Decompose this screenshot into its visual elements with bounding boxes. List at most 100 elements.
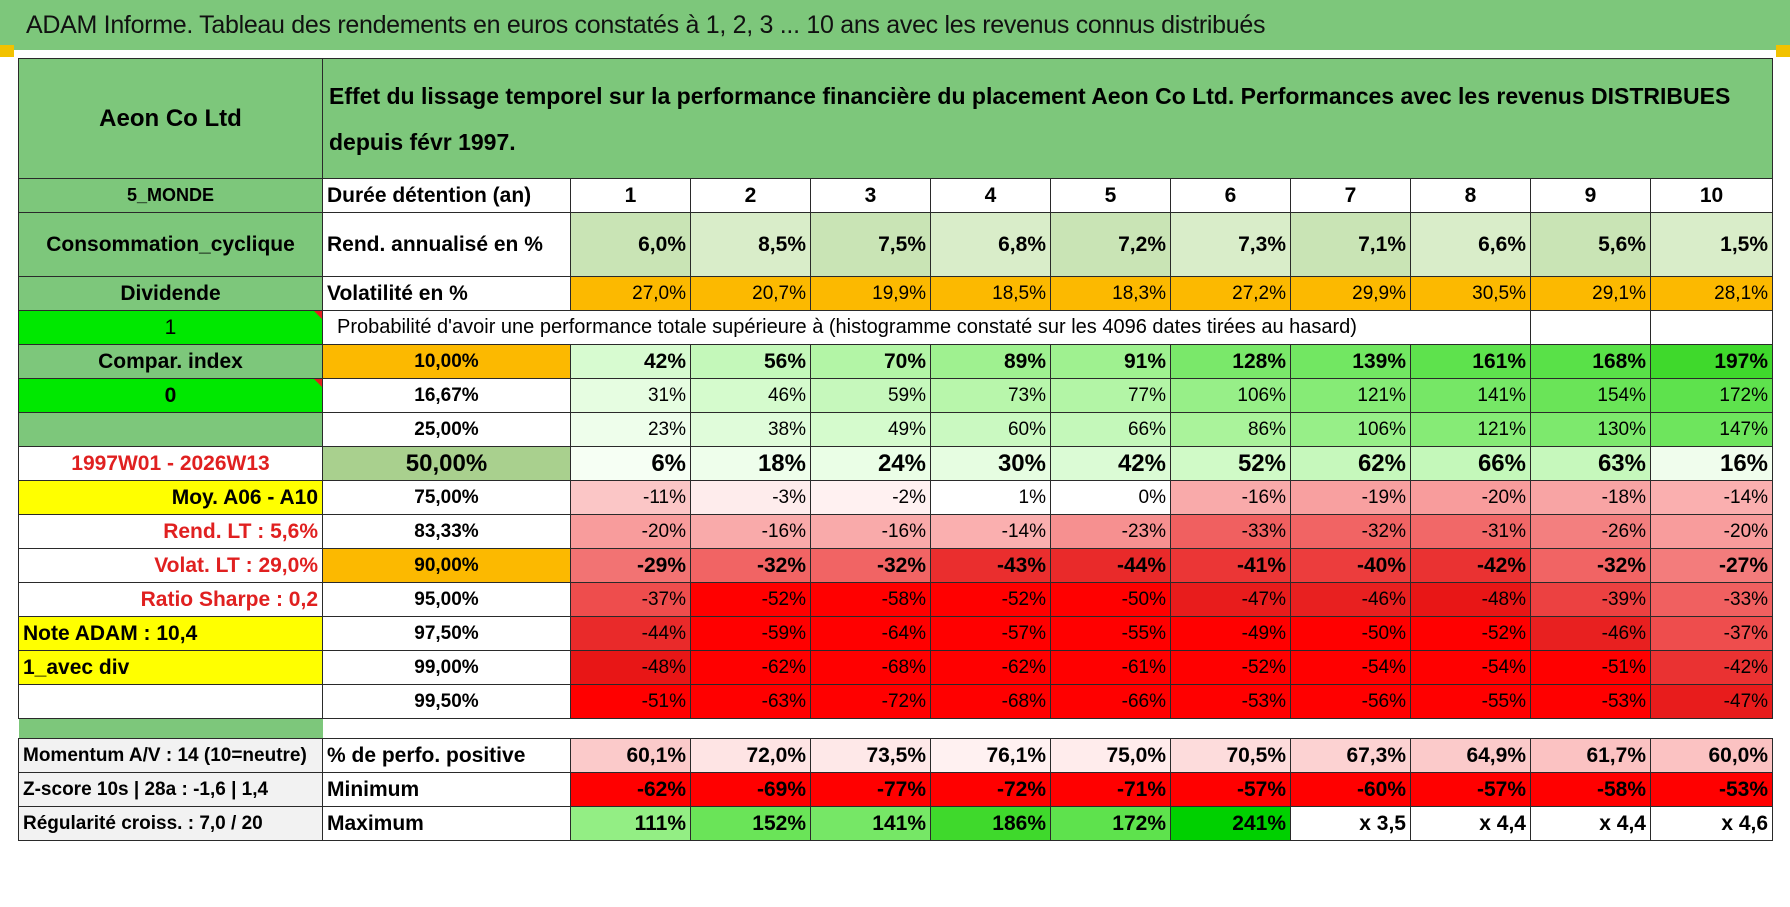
stat-cell: 75,0% [1050,738,1171,773]
probability-cell: -46% [1290,582,1411,617]
probability-cell: 91% [1050,344,1171,379]
threshold-level: 90,00% [322,548,571,583]
duration-label: Durée détention (an) [322,178,571,213]
probability-cell: -49% [1170,616,1291,651]
probability-cell: -33% [1649,582,1774,617]
probability-cell: -62% [930,650,1051,685]
stat-cell: x 4,4 [1530,806,1651,841]
sector-label: Consommation_cyclique [18,212,323,277]
probability-cell: -32% [1290,514,1411,549]
stat-cell: -72% [930,772,1051,807]
dividend-label: Dividende [18,276,323,311]
stat-label: Minimum [322,772,571,807]
threshold-level: 50,00% [322,446,571,481]
probability-cell: -16% [1170,480,1291,515]
probability-cell: -61% [1050,650,1171,685]
stat-cell: 73,5% [810,738,931,773]
probability-cell: 66% [1050,412,1171,447]
probability-cell: 0% [1050,480,1171,515]
probability-cell: -44% [1050,548,1171,583]
duration-cell: 2 [690,178,811,213]
stat-cell: -71% [1050,772,1171,807]
summary-metric: Régularité croiss. : 7,0 / 20 [18,806,323,841]
probability-cell: -48% [1410,582,1531,617]
probability-cell: 52% [1170,446,1291,481]
stat-cell: -53% [1649,772,1774,807]
probability-cell: -53% [1170,684,1291,719]
volatility-cell: 19,9% [810,276,931,311]
duration-cell: 1 [570,178,691,213]
probability-cell: -14% [930,514,1051,549]
probability-cell: 63% [1530,446,1651,481]
empty-cell [1530,310,1651,345]
probability-cell: 73% [930,378,1051,413]
sharpe-ratio: Ratio Sharpe : 0,2 [18,582,323,617]
probability-cell: 106% [1290,412,1411,447]
stat-cell: -60% [1290,772,1411,807]
probability-cell: -14% [1649,480,1774,515]
probability-cell: -2% [810,480,931,515]
probability-cell: -47% [1649,684,1774,719]
return-cell: 7,3% [1170,212,1291,277]
threshold-level: 99,50% [322,684,571,719]
probability-cell: -39% [1530,582,1651,617]
corner-marker [0,45,14,57]
probability-cell: -16% [690,514,811,549]
probability-cell: -20% [1649,514,1774,549]
return-cell: 7,5% [810,212,931,277]
flag-cell: 0 [18,378,323,413]
probability-cell: 46% [690,378,811,413]
volatility-cell: 30,5% [1410,276,1531,311]
probability-cell: 168% [1530,344,1651,379]
return-cell: 6,8% [930,212,1051,277]
stat-cell: 67,3% [1290,738,1411,773]
probability-cell: 49% [810,412,931,447]
threshold-level: 10,00% [322,344,571,379]
volatility-cell: 27,0% [570,276,691,311]
probability-cell: -46% [1530,616,1651,651]
stat-cell: -57% [1170,772,1291,807]
probability-cell: -43% [930,548,1051,583]
stat-cell: 152% [690,806,811,841]
probability-cell: -55% [1050,616,1171,651]
flag-cell: 1 [18,310,323,345]
stat-cell: 241% [1170,806,1291,841]
compar-index-label: Compar. index [18,344,323,379]
probability-cell: 42% [1050,446,1171,481]
probability-cell: 141% [1410,378,1531,413]
stat-label: % de perfo. positive [322,738,571,773]
probability-cell: 161% [1410,344,1531,379]
return-cell: 8,5% [690,212,811,277]
probability-cell: 139% [1290,344,1411,379]
probability-cell: -55% [1410,684,1531,719]
stat-cell: -57% [1410,772,1531,807]
stat-cell: x 4,4 [1410,806,1531,841]
probability-cell: -26% [1530,514,1651,549]
stat-cell: -77% [810,772,931,807]
stat-cell: -62% [570,772,691,807]
probability-cell: 197% [1649,344,1774,379]
duration-cell: 4 [930,178,1051,213]
probability-cell: -62% [690,650,811,685]
volatility-cell: 29,1% [1530,276,1651,311]
probability-cell: -44% [570,616,691,651]
stat-cell: 76,1% [930,738,1051,773]
threshold-level: 95,00% [322,582,571,617]
return-cell: 6,6% [1410,212,1531,277]
probability-cell: -66% [1050,684,1171,719]
stat-cell: 111% [570,806,691,841]
long-term-return: Rend. LT : 5,6% [18,514,323,549]
probability-cell: 16% [1649,446,1774,481]
probability-cell: 24% [810,446,931,481]
volatility-cell: 18,3% [1050,276,1171,311]
return-cell: 7,1% [1290,212,1411,277]
duration-cell: 5 [1050,178,1171,213]
period-label: 1997W01 - 2026W13 [18,446,323,481]
probability-cell: 42% [570,344,691,379]
stat-cell: 60,1% [570,738,691,773]
probability-cell: 56% [690,344,811,379]
separator-bar [18,718,323,739]
volatility-cell: 18,5% [930,276,1051,311]
probability-cell: -47% [1170,582,1291,617]
probability-cell: -40% [1290,548,1411,583]
